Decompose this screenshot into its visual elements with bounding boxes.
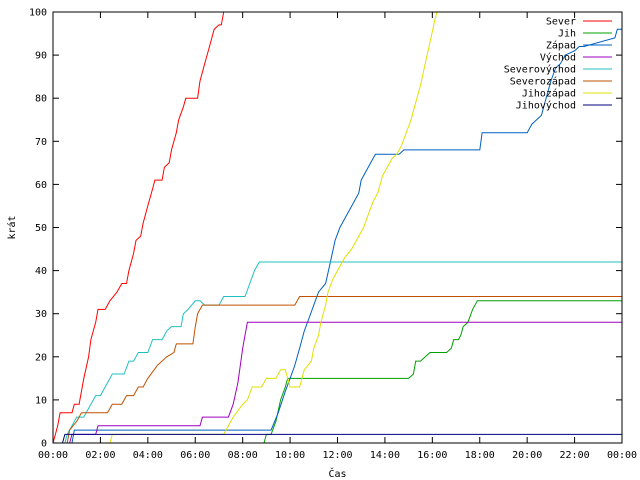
x-tick-label: 12:00 [322, 450, 352, 461]
y-tick-label: 80 [35, 94, 47, 105]
x-tick-label: 14:00 [370, 450, 400, 461]
series-line-severovýchod [53, 261, 622, 444]
legend-label: Jihovýchod [516, 100, 576, 112]
x-tick-label: 06:00 [180, 450, 210, 461]
legend-label: Jih [558, 29, 576, 40]
y-tick-label: 70 [35, 137, 47, 148]
x-tick-label: 20:00 [512, 450, 542, 461]
y-axis-label: krát [6, 215, 18, 239]
x-tick-label: 02:00 [85, 450, 115, 461]
y-tick-label: 100 [29, 8, 47, 19]
y-tick-label: 10 [35, 395, 47, 406]
legend-label: Jihozápad [522, 88, 576, 100]
axis-ticks: 0 10 20 30 40 50 60 70 80 90 100 00:00 02:00 04:00 06:… [29, 8, 637, 462]
x-tick-label: 00:00 [607, 450, 637, 461]
legend-label: Východ [540, 52, 576, 64]
x-tick-label: 04:00 [133, 450, 163, 461]
legend-label: Západ [546, 40, 576, 52]
series-line-východ [53, 321, 622, 444]
series-line-severozápad [53, 296, 622, 444]
x-tick-label: 10:00 [275, 450, 305, 461]
y-tick-label: 0 [41, 439, 47, 450]
y-tick-label: 60 [35, 180, 47, 191]
series-line-jihozápad [53, 11, 622, 444]
series-lines [52, 11, 622, 444]
legend: SeverJihZápadVýchodSeverovýchodSeverozáp… [504, 17, 612, 112]
legend-label: Sever [546, 17, 576, 28]
y-tick-label: 30 [35, 309, 47, 320]
y-tick-label: 50 [35, 223, 47, 234]
y-tick-label: 20 [35, 352, 47, 363]
y-tick-label: 90 [35, 51, 47, 62]
series-line-jih [53, 300, 622, 444]
y-tick-label: 40 [35, 266, 47, 277]
x-axis-label: Čas [328, 467, 346, 480]
x-tick-label: 00:00 [38, 450, 68, 461]
x-tick-label: 18:00 [465, 450, 495, 461]
series-line-sever [52, 11, 622, 444]
x-tick-label: 08:00 [228, 450, 258, 461]
legend-label: Severovýchod [504, 64, 576, 76]
legend-label: Severozápad [510, 76, 576, 88]
x-tick-label: 22:00 [560, 450, 590, 461]
x-tick-label: 16:00 [417, 450, 447, 461]
series-line-západ [53, 28, 622, 444]
